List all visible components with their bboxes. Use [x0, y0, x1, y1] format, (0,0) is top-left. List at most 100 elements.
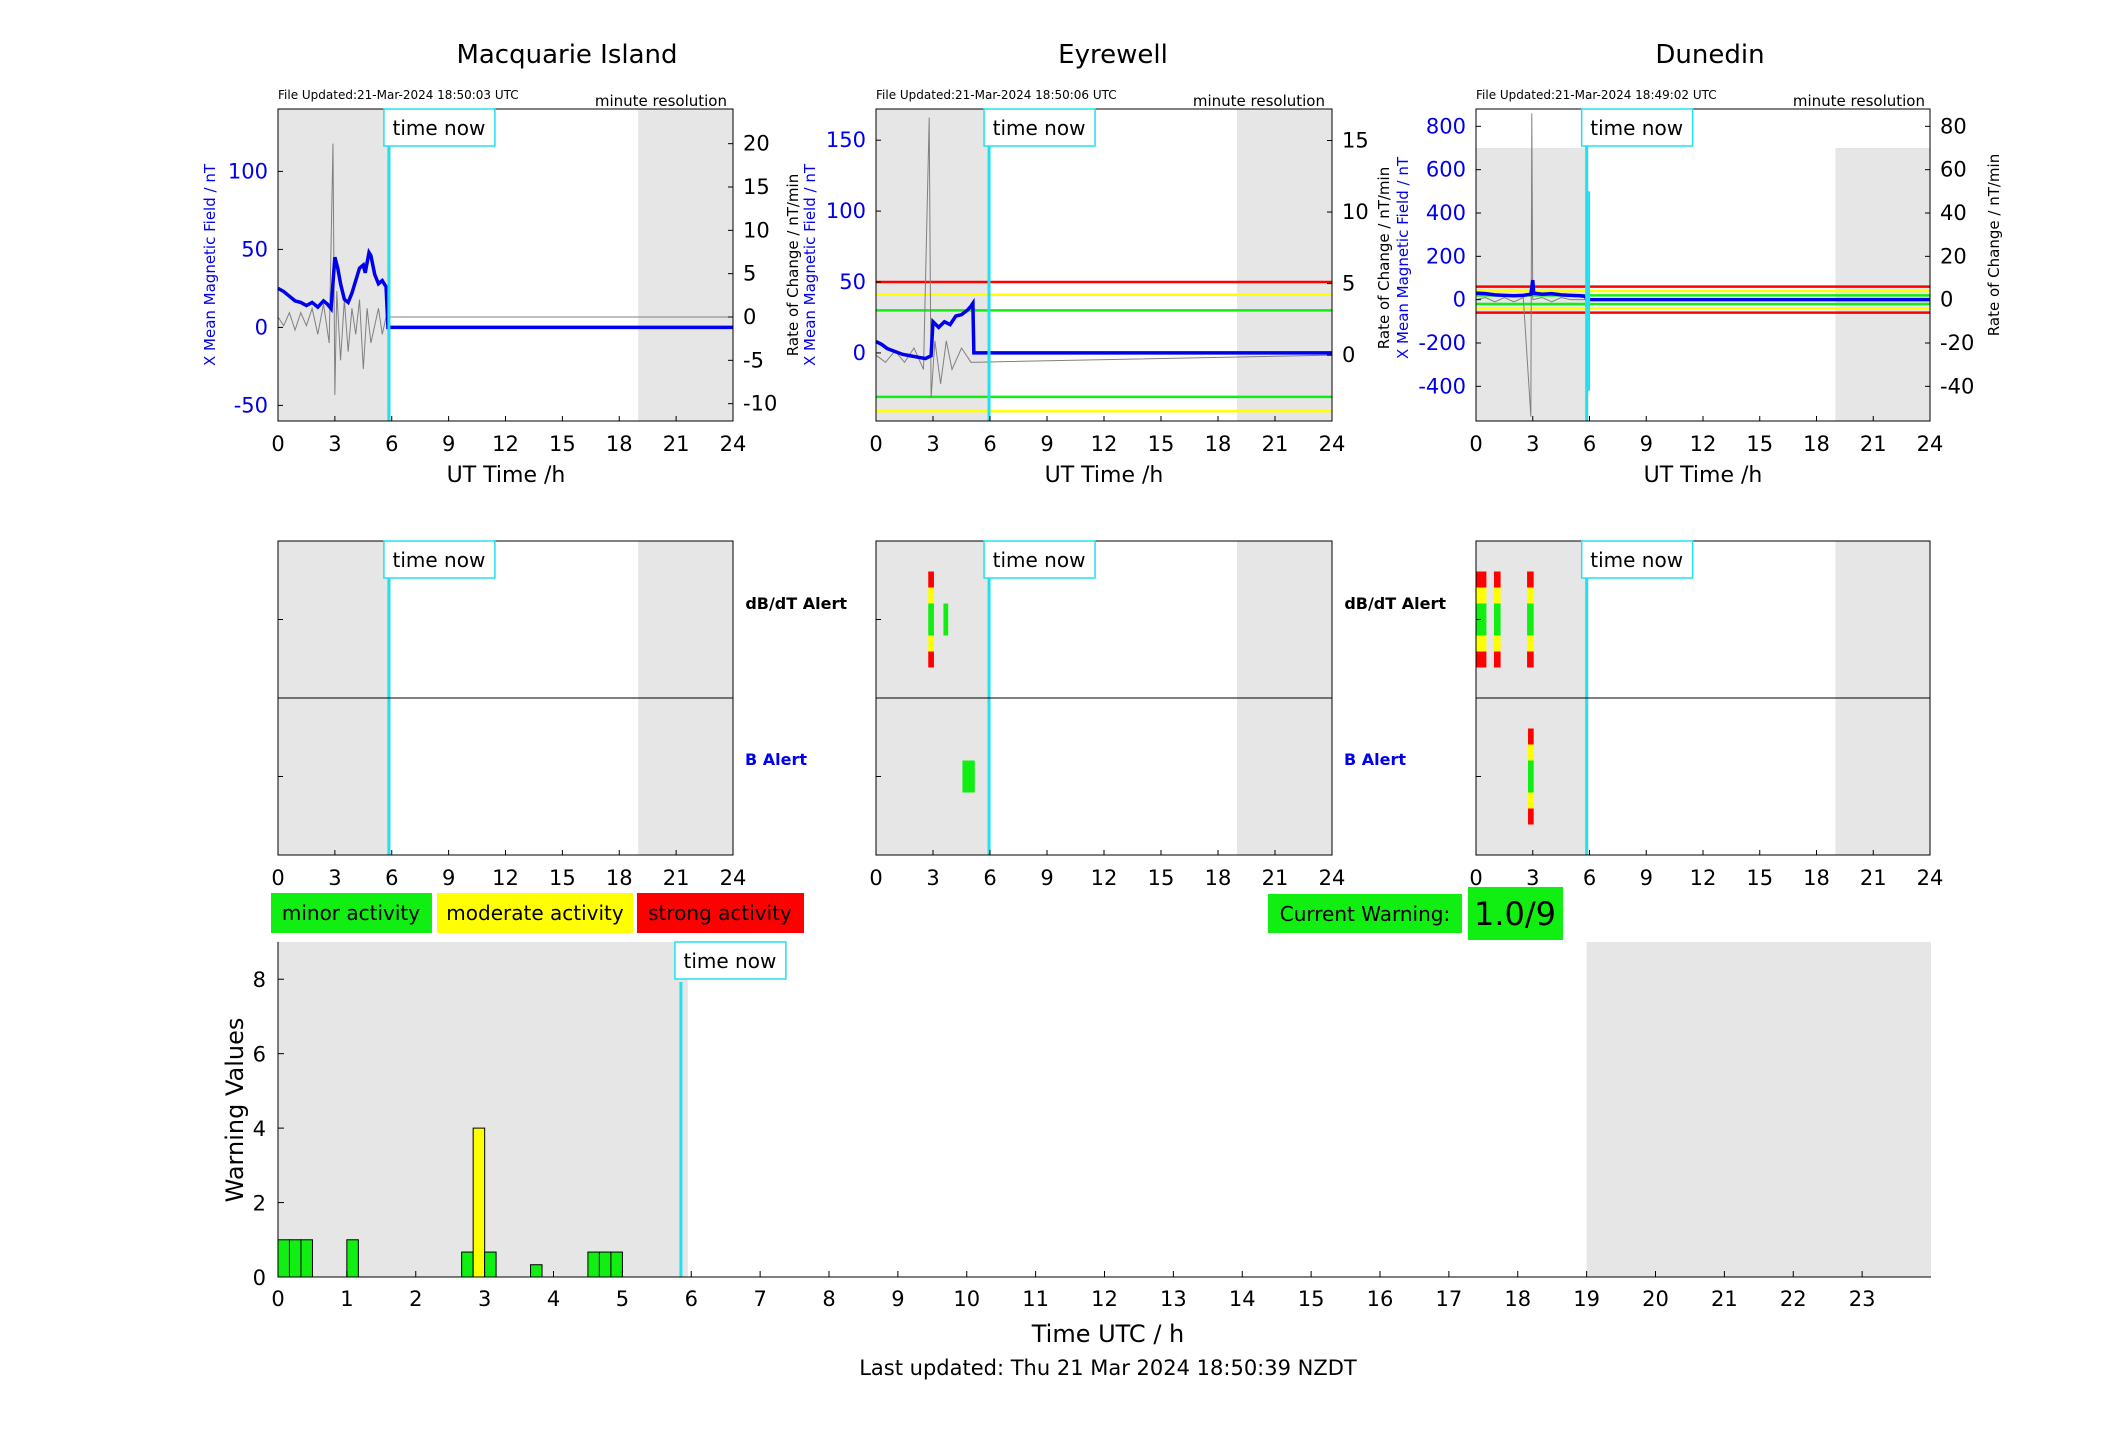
time-now-label: time now: [1590, 116, 1683, 140]
warning-bar: [484, 1251, 497, 1278]
y-tick-label-left: 600: [1426, 158, 1466, 182]
alert-block-segment-yellow: [1528, 792, 1534, 809]
file-updated-macquarie: File Updated:21-Mar-2024 18:50:03 UTC: [278, 88, 519, 102]
warning-bar: [461, 1251, 474, 1278]
legend-strong-swatch: [637, 893, 804, 933]
alert-block-segment-yellow: [1493, 587, 1501, 604]
time-now-box: [674, 941, 787, 980]
magnetic-field-plot-eyrewell: 0 3 6 9 12 15 18 21 24 0 50 100 150 0 5 10 15 time now: [826, 108, 1369, 456]
y-tick-label-left: 400: [1426, 201, 1466, 225]
dbdt-label-macquarie: dB/dT Alert: [745, 594, 847, 613]
resolution-eyrewell: minute resolution: [1193, 92, 1325, 110]
y-tick-label: 2: [253, 1192, 266, 1216]
legend-moderate-label: moderate activity: [446, 901, 624, 925]
file-updated-dunedin: File Updated:21-Mar-2024 18:49:02 UTC: [1476, 88, 1717, 102]
x-tick-label: 3: [1526, 432, 1539, 456]
x-tick-label: 21: [1860, 432, 1887, 456]
y-label-rate-macquarie: Rate of Change / nT/min: [784, 174, 802, 356]
x-tick-label: 12: [492, 432, 519, 456]
x-tick-label: 12: [1091, 432, 1118, 456]
x-tick-label: 15: [549, 866, 576, 890]
alert-block-segment-green: [1476, 603, 1487, 636]
time-now-box: [1580, 540, 1694, 579]
alert-block-segment-green: [1528, 760, 1534, 793]
x-tick-label: 0: [271, 1287, 284, 1311]
x-tick-label: 6: [685, 1287, 698, 1311]
x-tick-label: 9: [1640, 866, 1653, 890]
y-tick-label-right: 5: [1342, 272, 1355, 296]
x-label-eyrewell: UT Time /h: [1045, 463, 1164, 488]
x-tick-label: 2: [409, 1287, 422, 1311]
y-tick-label-right: -40: [1940, 374, 1974, 398]
y-label-field-dunedin: X Mean Magnetic Field / nT: [1394, 156, 1412, 359]
x-label-macquarie: UT Time /h: [447, 463, 566, 488]
x-tick-label: 15: [1148, 866, 1175, 890]
resolution-macquarie: minute resolution: [595, 92, 727, 110]
x-tick-label: 3: [926, 866, 939, 890]
x-tick-label: 3: [478, 1287, 491, 1311]
warning-bar: [587, 1251, 600, 1278]
time-now-box: [1580, 108, 1694, 147]
x-tick-label: 20: [1642, 1287, 1669, 1311]
rate-of-change-series: [875, 117, 1333, 399]
time-now-label: time now: [993, 548, 1086, 572]
x-tick-label: 22: [1780, 1287, 1807, 1311]
night-shade: [1586, 942, 1931, 1277]
x-tick-label: 15: [549, 432, 576, 456]
x-tick-label: 8: [822, 1287, 835, 1311]
x-tick-label: 9: [891, 1287, 904, 1311]
x-tick-label: 21: [1711, 1287, 1738, 1311]
alert-block-segment-red: [1528, 728, 1534, 745]
x-tick-label: 12: [1690, 432, 1717, 456]
x-tick-label: 15: [1746, 432, 1773, 456]
time-now-label: time now: [684, 949, 777, 973]
resolution-dunedin: minute resolution: [1793, 92, 1925, 110]
x-tick-label: 6: [983, 866, 996, 890]
title-dunedin: Dunedin: [1655, 40, 1764, 70]
x-tick-label: 11: [1022, 1287, 1049, 1311]
warning-values-chart: 0 1 2 3 4 5 6 7 8 9 10 11 12 13 14 15 16 17 18 19 20 21 22 2302…: [253, 941, 1931, 1311]
time-now-box: [383, 540, 496, 579]
y-tick-label-right: -5: [743, 348, 764, 372]
alert-block-segment-yellow: [928, 587, 934, 604]
legend-moderate-swatch: [437, 893, 633, 933]
x-tick-label: 15: [1298, 1287, 1325, 1311]
magnetic-field-series: [1475, 279, 1930, 302]
alert-block-minor: [943, 603, 949, 636]
y-tick-label-right: 15: [1342, 128, 1369, 152]
x-tick-label: 6: [983, 432, 996, 456]
x-tick-label: 6: [385, 432, 398, 456]
x-tick-label: 3: [926, 432, 939, 456]
alert-plot-eyrewell: 0 3 6 9 12 15 18 21 24 time now: [869, 540, 1345, 890]
y-tick-label-right: 5: [743, 262, 756, 286]
x-tick-label: 0: [271, 432, 284, 456]
y-tick-label-right: 40: [1940, 201, 1967, 225]
magnetic-field-plot-dunedin: 0 3 6 9 12 15 18 21 24-400-2000200400600800-40-2…: [1418, 108, 1974, 456]
x-tick-label: 18: [1803, 432, 1830, 456]
x-tick-label: 0: [869, 866, 882, 890]
night-shade: [1835, 148, 1930, 421]
y-tick-label-left: 150: [826, 128, 866, 152]
y-tick-label: 4: [253, 1117, 266, 1141]
x-tick-label: 15: [1148, 432, 1175, 456]
alert-block-segment-red: [1527, 571, 1534, 588]
x-tick-label: 12: [1091, 866, 1118, 890]
time-now-label: time now: [393, 116, 486, 140]
x-tick-label: 9: [442, 866, 455, 890]
y-tick-label-left: 0: [255, 315, 268, 339]
y-tick-label-left: -50: [234, 393, 268, 417]
y-tick-label: 0: [253, 1266, 266, 1290]
b-label-eyrewell: B Alert: [1344, 750, 1406, 769]
x-tick-label: 21: [1262, 432, 1289, 456]
y-tick-label-left: 50: [241, 237, 268, 261]
x-tick-label: 18: [606, 866, 633, 890]
y-tick-label-left: 50: [839, 270, 866, 294]
alert-block-segment-yellow: [1493, 635, 1501, 652]
x-tick-label: 3: [328, 866, 341, 890]
magnetic-field-series: [875, 297, 1332, 361]
x-tick-label: 3: [328, 432, 341, 456]
y-tick-label-left: 100: [826, 199, 866, 223]
alert-block-minor: [962, 760, 975, 793]
y-tick-label-right: 60: [1940, 158, 1967, 182]
alert-block-segment-red: [1476, 571, 1487, 588]
